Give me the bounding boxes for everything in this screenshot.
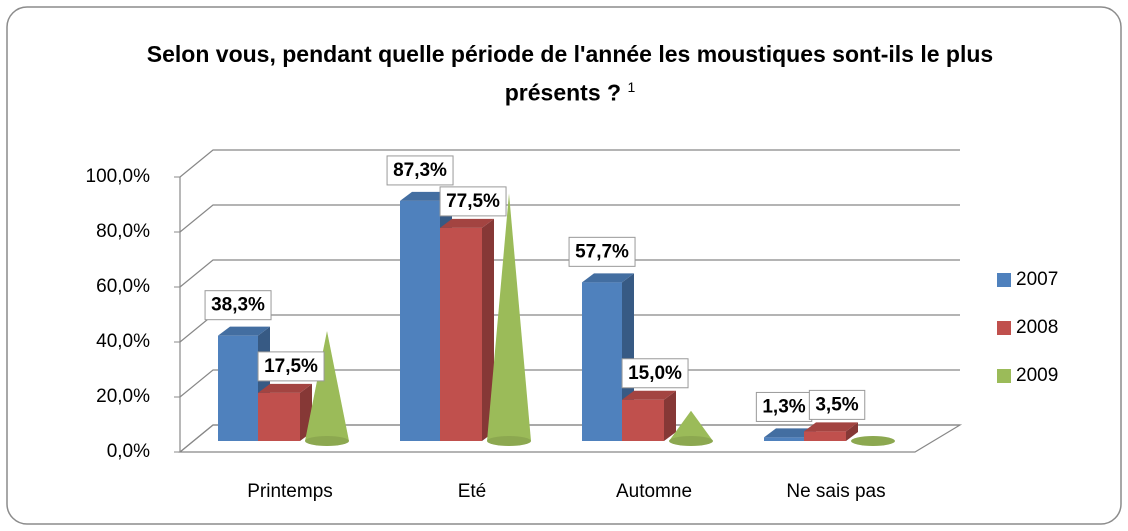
bar bbox=[400, 200, 440, 441]
data-label-box bbox=[808, 389, 866, 420]
data-label-box bbox=[257, 351, 325, 382]
bar bbox=[218, 335, 258, 441]
grid-line bbox=[179, 424, 960, 453]
grid-line bbox=[179, 369, 960, 398]
data-label-box bbox=[439, 186, 507, 217]
legend-label: 2009 bbox=[1016, 365, 1058, 386]
bar-side bbox=[846, 422, 858, 441]
cone-base bbox=[851, 436, 895, 446]
data-label: 87,3% bbox=[393, 160, 447, 181]
bar-side bbox=[664, 390, 676, 441]
data-label: 3,5% bbox=[815, 394, 858, 415]
x-tick-label: Automne bbox=[616, 481, 692, 502]
y-tick-label: 40,0% bbox=[96, 331, 150, 352]
data-label-box bbox=[755, 391, 813, 422]
bar-top bbox=[804, 422, 858, 432]
bar bbox=[440, 227, 482, 441]
data-label-box bbox=[621, 358, 689, 389]
grid-line bbox=[179, 149, 960, 178]
bar-top bbox=[258, 383, 312, 393]
legend-label: 2008 bbox=[1016, 317, 1058, 338]
cone-base bbox=[669, 436, 713, 446]
cone-base bbox=[305, 436, 349, 446]
bar bbox=[582, 282, 622, 441]
bar-top bbox=[218, 326, 270, 336]
y-tick-label: 60,0% bbox=[96, 276, 150, 297]
bar-top bbox=[582, 273, 634, 283]
title-note: 1 bbox=[627, 79, 636, 95]
bar bbox=[622, 399, 664, 441]
bar-top bbox=[440, 218, 494, 228]
bar bbox=[258, 392, 300, 441]
x-tick-label: Printemps bbox=[247, 481, 333, 502]
bar-top bbox=[400, 191, 452, 201]
legend-swatch bbox=[997, 273, 1011, 287]
chart-title: Selon vous, pendant quelle période de l'… bbox=[140, 38, 1000, 110]
title-text: Selon vous, pendant quelle période de l'… bbox=[146, 41, 994, 106]
legend-swatch bbox=[997, 369, 1011, 383]
y-tick-label: 0,0% bbox=[107, 441, 150, 462]
bar-side bbox=[482, 218, 494, 441]
data-label: 17,5% bbox=[264, 356, 318, 377]
data-label: 57,7% bbox=[575, 241, 629, 262]
data-label: 15,0% bbox=[628, 363, 682, 384]
cone-base bbox=[487, 436, 531, 446]
x-tick-label: Ne sais pas bbox=[786, 481, 885, 502]
legend-swatch bbox=[997, 321, 1011, 335]
cone bbox=[669, 410, 713, 441]
data-label-box bbox=[568, 236, 636, 267]
bar-top bbox=[622, 390, 676, 400]
grid-line bbox=[179, 204, 960, 233]
x-tick-label: Eté bbox=[458, 481, 487, 502]
cone bbox=[487, 193, 531, 441]
cone bbox=[305, 331, 349, 441]
bar bbox=[804, 431, 846, 441]
data-label-box bbox=[204, 290, 272, 321]
data-label: 38,3% bbox=[211, 295, 265, 316]
data-label: 1,3% bbox=[762, 396, 805, 417]
data-label: 77,5% bbox=[446, 191, 500, 212]
grid-line bbox=[179, 259, 960, 288]
data-label-box bbox=[386, 155, 454, 186]
bar-top bbox=[764, 428, 816, 438]
y-tick-label: 100,0% bbox=[86, 166, 151, 187]
bar bbox=[764, 437, 804, 441]
legend-label: 2007 bbox=[1016, 269, 1058, 290]
y-tick-label: 20,0% bbox=[96, 386, 150, 407]
y-tick-label: 80,0% bbox=[96, 221, 150, 242]
